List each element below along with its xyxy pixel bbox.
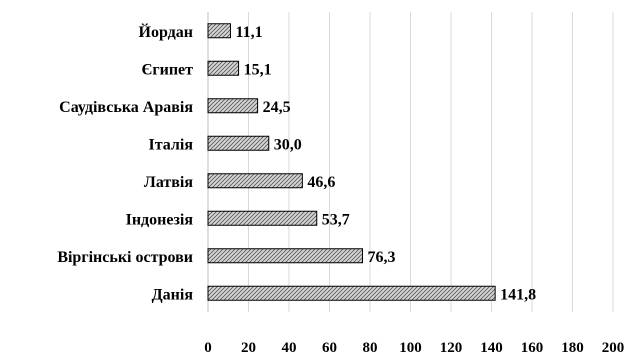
value-label: 30,0 — [274, 136, 302, 153]
x-tick-label: 180 — [561, 340, 584, 356]
category-label: Данія — [152, 286, 194, 303]
gridlines — [207, 12, 614, 312]
x-tick-label: 0 — [204, 340, 212, 356]
x-tick-label: 40 — [282, 340, 297, 356]
category-label: Індонезія — [126, 211, 194, 228]
category-label: Італія — [149, 136, 194, 153]
value-label: 46,6 — [307, 174, 335, 191]
bar — [207, 248, 364, 264]
x-tick-label: 100 — [399, 340, 422, 356]
bar — [207, 210, 318, 226]
x-axis-tick-labels: 0 20 40 60 80 100 120 140 160 180 200 — [204, 340, 624, 356]
x-tick-label: 80 — [363, 340, 378, 356]
bar — [207, 23, 231, 39]
x-tick-label: 20 — [241, 340, 256, 356]
category-labels: Йордан Єгипет Саудівська Аравія Італія Латві… — [57, 22, 193, 304]
bar — [207, 285, 496, 301]
value-label: 11,1 — [235, 24, 262, 41]
value-label: 24,5 — [263, 99, 291, 116]
bar — [207, 173, 303, 189]
value-label: 15,1 — [244, 61, 272, 78]
value-label: 141,8 — [500, 286, 536, 303]
category-label: Саудівська Аравія — [59, 99, 193, 116]
value-label: 76,3 — [368, 249, 396, 266]
x-tick-label: 200 — [602, 340, 625, 356]
category-label: Єгипет — [141, 61, 193, 78]
bar — [207, 135, 270, 151]
bar — [207, 98, 259, 114]
bar — [207, 60, 240, 76]
x-tick-label: 160 — [521, 340, 544, 356]
category-label: Йордан — [139, 22, 193, 41]
value-labels: 11,1 15,1 24,5 30,0 46,6 53,7 76,3 141,8 — [235, 24, 536, 304]
x-tick-label: 60 — [322, 340, 337, 356]
value-label: 53,7 — [322, 211, 350, 228]
x-tick-label: 140 — [480, 340, 503, 356]
x-tick-label: 120 — [440, 340, 463, 356]
category-label: Латвія — [144, 174, 193, 191]
category-label: Віргінські острови — [57, 249, 193, 266]
bars — [207, 23, 496, 301]
